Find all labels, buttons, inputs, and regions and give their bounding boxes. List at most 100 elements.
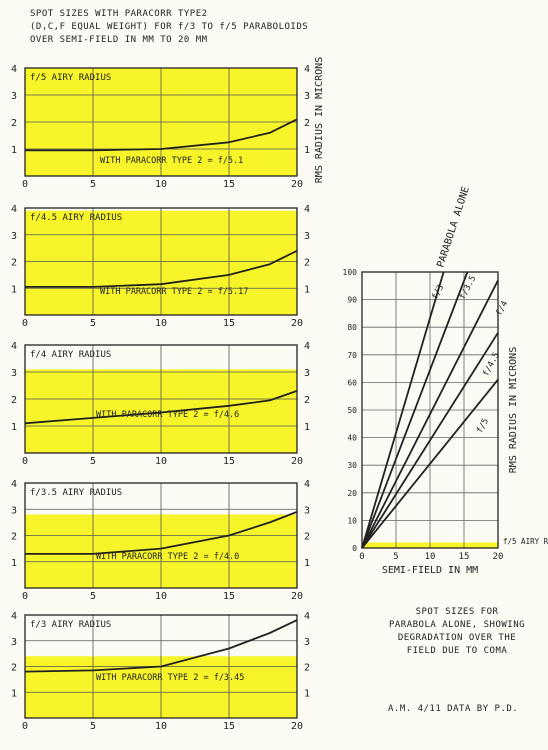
- panel-2-x-tick-label: 5: [90, 318, 96, 329]
- panel-3-y-tick-label-left: 3: [11, 368, 17, 379]
- panel-3-y-tick-label-left: 1: [11, 422, 17, 433]
- coma-chart-x-tick-label: 15: [459, 552, 470, 562]
- panel-3-y-tick-label-right: 3: [304, 368, 310, 379]
- panel-3-x-tick-label: 20: [291, 456, 303, 467]
- panel-1-y-tick-label-left: 1: [11, 145, 17, 156]
- panel-4-x-tick-label: 20: [291, 591, 303, 602]
- right-caption: SPOT SIZES FOR PARABOLA ALONE, SHOWING D…: [372, 606, 542, 658]
- panel-1-y-tick-label-right: 4: [304, 64, 310, 75]
- header-line-2: (D,C,F EQUAL WEIGHT) FOR f/3 TO f/5 PARA…: [30, 22, 309, 32]
- panel-3-curve-label: WITH PARACORR TYPE 2 = f/4.6: [96, 410, 239, 420]
- panel-5-y-tick-label-left: 3: [11, 637, 17, 648]
- panel-5-y-tick-label-right: 1: [304, 688, 310, 699]
- coma-chart-y-tick-label: 40: [347, 434, 357, 443]
- panel-5-airy-label: f/3 AIRY RADIUS: [30, 620, 111, 630]
- panel-3-x-tick-label: 10: [155, 456, 167, 467]
- panel-5-y-tick-label-right: 4: [304, 611, 310, 622]
- coma-chart-series-line: [361, 271, 445, 549]
- panel-2-airy-label: f/4.5 AIRY RADIUS: [30, 213, 122, 223]
- panel-1-curve: [25, 118, 298, 152]
- panel-2-y-tick-label-left: 1: [11, 284, 17, 295]
- coma-chart-x-tick-label: 5: [393, 552, 398, 562]
- panel-3-y-tick-label-left: 2: [11, 395, 17, 406]
- panel-4-frame: [24, 482, 298, 589]
- panel-2-y-tick-label-right: 1: [304, 284, 310, 295]
- panel-4-airy-label: f/3.5 AIRY RADIUS: [30, 488, 122, 498]
- panel-3-curve: [24, 390, 298, 425]
- coma-chart-y-tick-label: 100: [343, 268, 358, 277]
- panel-2-y-tick-label-right: 3: [304, 231, 310, 242]
- coma-chart-y-tick-label: 80: [347, 323, 357, 332]
- right-caption-line-3: DEGRADATION OVER THE: [397, 633, 517, 643]
- panel-2-curve-label: WITH PARACORR TYPE 2 = f/5.17: [100, 287, 248, 297]
- panel-2-frame: [24, 207, 298, 316]
- panel-5-y-tick-label-left: 4: [11, 611, 17, 622]
- panel-1-y-tick-label-right: 1: [304, 145, 310, 156]
- coma-chart-x-tick-label: 10: [425, 552, 436, 562]
- panel-4-x-tick-label: 15: [223, 591, 235, 602]
- panel-1-airy-label: f/5 AIRY RADIUS: [30, 73, 111, 83]
- panel-5-y-tick-label-left: 2: [11, 663, 17, 674]
- panel-3-airy-label: f/4 AIRY RADIUS: [30, 350, 111, 360]
- panel-5-curve-label: WITH PARACORR TYPE 2 = f/3.45: [96, 673, 244, 683]
- panel-5-x-tick-label: 15: [223, 721, 235, 732]
- panel-2-y-tick-label-left: 3: [11, 231, 17, 242]
- coma-chart-x-tick-label: 0: [359, 552, 364, 562]
- panel-5-frame: [24, 614, 298, 719]
- right-caption-line-2: PARABOLA ALONE, SHOWING: [388, 620, 526, 630]
- panel-1-y-tick-label-right: 3: [304, 91, 310, 102]
- coma-chart-airy-label: f/5 AIRY RADIUS: [503, 537, 548, 546]
- panel-1-x-tick-label: 5: [90, 179, 96, 190]
- panel-4-y-tick-label-right: 1: [304, 558, 310, 569]
- panel-5-x-tick-label: 10: [155, 721, 167, 732]
- coma-chart-title: PARABOLA ALONE: [435, 185, 472, 269]
- panel-3-y-tick-label-right: 1: [304, 422, 310, 433]
- credit: A.M. 4/11 DATA BY P.D.: [388, 704, 519, 714]
- panel-4-y-tick-label-left: 2: [11, 532, 17, 543]
- panel-2-y-tick-label-right: 2: [304, 258, 310, 269]
- right-caption-line-4: FIELD DUE TO COMA: [406, 646, 508, 656]
- panel-2-x-tick-label: 20: [291, 318, 303, 329]
- panel-4-y-tick-label-left: 1: [11, 558, 17, 569]
- coma-chart-y-label: RMS RADIUS IN MICRONS: [508, 347, 519, 473]
- coma-chart-y-tick-label: 10: [347, 516, 357, 525]
- panel-4-x-tick-label: 0: [22, 591, 28, 602]
- header-line-3: OVER SEMI-FIELD IN MM TO 20 MM: [30, 35, 208, 45]
- coma-chart-series-label: f/3: [430, 283, 446, 301]
- panel-1-x-tick-label: 0: [22, 179, 28, 190]
- panel-4-y-tick-label-left: 3: [11, 505, 17, 516]
- chart-header: SPOT SIZES WITH PARACORR TYPE2 (D,C,F EQ…: [30, 8, 330, 47]
- panel-1-y-tick-label-left: 4: [11, 64, 17, 75]
- coma-chart-y-tick-label: 50: [347, 406, 357, 415]
- coma-chart-y-tick-label: 30: [347, 461, 357, 470]
- y-axis-side-label: RMS RADIUS IN MICRONS: [314, 57, 325, 183]
- coma-chart-y-tick-label: 90: [347, 296, 357, 305]
- panel-3-y-tick-label-left: 4: [11, 341, 17, 352]
- panel-2-x-tick-label: 0: [22, 318, 28, 329]
- panel-3-y-tick-label-right: 4: [304, 341, 310, 352]
- panel-1-frame: [24, 67, 298, 177]
- panel-5-curve: [24, 619, 298, 673]
- panel-1-y-tick-label-left: 2: [11, 118, 17, 129]
- panel-4-y-tick-label-left: 4: [11, 479, 17, 490]
- panel-4-y-tick-label-right: 3: [304, 505, 310, 516]
- panel-5-y-tick-label-right: 2: [304, 663, 310, 674]
- panel-1-x-tick-label: 10: [155, 179, 167, 190]
- coma-chart-y-tick-label: 70: [347, 351, 357, 360]
- coma-chart-series-line: [361, 379, 499, 549]
- panel-3-y-tick-label-right: 2: [304, 395, 310, 406]
- coma-chart-frame: [361, 271, 499, 549]
- panel-4-x-tick-label: 5: [90, 591, 96, 602]
- panel-3-x-tick-label: 15: [223, 456, 235, 467]
- panel-4-y-tick-label-right: 2: [304, 532, 310, 543]
- panel-2-x-tick-label: 15: [223, 318, 235, 329]
- coma-chart-series-line: [361, 332, 499, 549]
- panel-5-x-tick-label: 20: [291, 721, 303, 732]
- panel-5-x-tick-label: 5: [90, 721, 96, 732]
- coma-chart-y-tick-label: 0: [352, 544, 357, 553]
- panel-1-y-tick-label-right: 2: [304, 118, 310, 129]
- panel-2-y-tick-label-left: 4: [11, 204, 17, 215]
- coma-chart-x-tick-label: 20: [493, 552, 504, 562]
- panel-1-y-tick-label-left: 3: [11, 91, 17, 102]
